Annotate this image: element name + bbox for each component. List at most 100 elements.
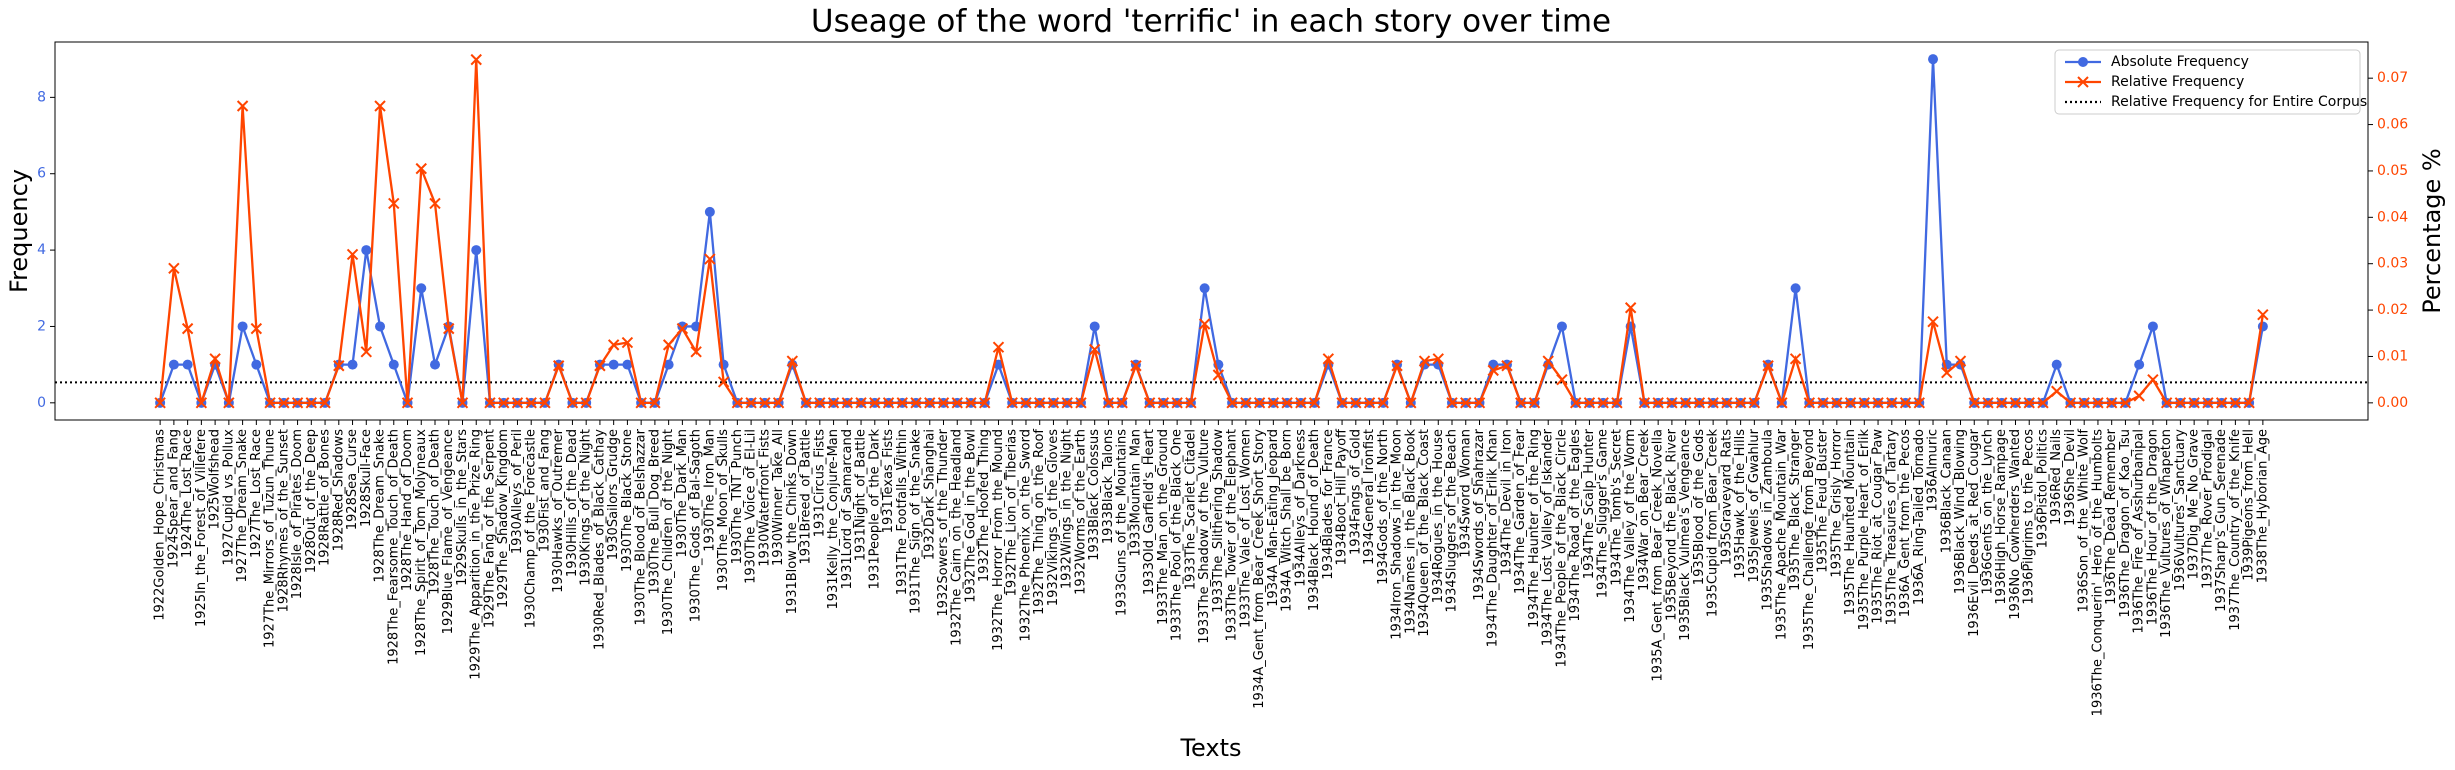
x-tick-label: 1930The_Iron_Man xyxy=(702,429,717,552)
y-tick-label: 0 xyxy=(37,395,46,411)
data-point xyxy=(333,360,345,372)
legend-label: Relative Frequency xyxy=(2111,74,2244,90)
x-tick-label: 1933The_Man_on_the_Ground xyxy=(1156,429,1171,625)
x-tick-label: 1928The_Dream_Snake xyxy=(373,429,388,582)
data-point xyxy=(1638,397,1651,409)
x-tick-label: 1934Fangs_of_Gold xyxy=(1348,429,1363,555)
x-tick-label: 1930Winner_Take_All xyxy=(771,429,786,566)
data-point xyxy=(236,100,249,112)
x-tick-label: 1936Gents_on_the_Lynch xyxy=(1980,429,1995,595)
x-tick-label: 1935Beyond_the_Black_River xyxy=(1664,428,1679,620)
x-tick-label: 1935Cupid_from_Bear_Creek xyxy=(1706,429,1721,618)
data-point xyxy=(1721,397,1733,409)
data-point xyxy=(1501,360,1513,372)
data-point xyxy=(375,321,386,332)
x-tick-label: 1932Wings_in_the_Night xyxy=(1060,429,1075,589)
x-tick-label: 1931The_Footfalls_Within xyxy=(895,429,910,595)
data-point xyxy=(1363,397,1376,409)
x-tick-label: 1925Wolfshead xyxy=(208,429,223,530)
data-point xyxy=(869,397,881,409)
x-tick-label: 1928Isle_of_Pirates_Doom xyxy=(290,429,305,599)
data-point xyxy=(237,321,248,332)
x-tick-label: 1930The_Black_Stone xyxy=(620,429,635,572)
chart-title: Useage of the word 'terrific' in each st… xyxy=(811,4,1611,40)
data-point xyxy=(2023,397,2035,409)
x-tick-label: 1935The_Riot_at_Cougar_Paw xyxy=(1871,429,1886,624)
data-point xyxy=(1157,397,1170,409)
x-tick-label: 1937Dig_Me_No_Grave xyxy=(2187,429,2202,579)
x-tick-label: 1931Breed_of_Battle xyxy=(799,429,814,565)
x-tick-label: 1928Rhymes_of_the_Sunset xyxy=(276,429,291,612)
data-point xyxy=(1089,321,1100,332)
x-tick-label: 1931Circus_Fists xyxy=(812,429,827,538)
x-tick-label: 1936A_Gent_from_the_Pecos xyxy=(1898,429,1913,617)
data-point xyxy=(1666,397,1678,409)
x-tick-label: 1934Blades_for_France xyxy=(1321,429,1336,580)
data-point xyxy=(1817,397,1829,409)
data-point xyxy=(1996,397,2008,409)
x-tick-label: 1934Black_Hound_of_Death xyxy=(1307,429,1322,611)
x-tick-label: 1935The_Haunted_Mountain xyxy=(1843,429,1858,615)
data-point xyxy=(1899,397,1912,409)
x-tick-label: 1930Sailors_Grudge xyxy=(606,429,621,560)
legend-label: Absolute Frequency xyxy=(2111,54,2249,70)
data-point xyxy=(2147,321,2158,332)
data-point xyxy=(1446,397,1458,409)
x-tick-label: 1934Sluggers_of_the_Beach xyxy=(1445,429,1460,612)
data-point xyxy=(168,262,180,275)
data-point xyxy=(2051,359,2062,370)
x-tick-label: 1930Red_Blades_of_Black_Cathay xyxy=(592,429,607,650)
data-point xyxy=(2202,397,2214,409)
y-tick-label: 6 xyxy=(37,166,46,182)
x-tick-label: 1928Out_of_the_Deep xyxy=(304,429,319,573)
data-point xyxy=(1913,397,1925,409)
data-point xyxy=(635,397,647,409)
data-point xyxy=(1088,343,1101,356)
x-tick-label: 1936Pistol_Politics xyxy=(2035,429,2050,549)
data-point xyxy=(731,397,744,409)
x-tick-label: 1933The_Vale_of_Lost_Women xyxy=(1238,429,1253,628)
x-tick-label: 1929Blue_Flame_of_Vengeance xyxy=(441,429,456,634)
data-point xyxy=(511,397,524,409)
data-point xyxy=(1831,397,1843,409)
data-point xyxy=(910,397,922,409)
data-point xyxy=(2147,373,2159,386)
x-tick-label: 1936The_Vultures_of_Whapeton xyxy=(2159,429,2174,638)
x-tick-label: 1924Spear_and_Fang xyxy=(166,429,181,568)
x-tick-label: 1936Vultures'_Sanctuary xyxy=(2173,429,2188,591)
x-tick-label: 1930Alleys_of_Peril xyxy=(510,429,525,554)
x-tick-label: 1930Hills_of_the_Dead xyxy=(565,429,580,577)
x-tick-label: 1934Sword_Woman xyxy=(1458,429,1473,558)
x-tick-label: 1934Swords_of_Shahrazar xyxy=(1472,428,1487,600)
x-tick-label: 1929The_Shadow_Kingdom xyxy=(496,429,511,608)
data-point xyxy=(539,397,551,409)
data-point xyxy=(2229,397,2242,409)
x-tick-label: 1936Black_Wind_Blowing xyxy=(1953,429,1968,594)
x-tick-label: 1937Sharp's_Gun_Serenade xyxy=(2214,429,2229,612)
y-tick-label: 4 xyxy=(37,242,46,258)
x-tick-label: 1934War_on_Bear_Creek xyxy=(1637,429,1652,591)
data-point xyxy=(388,197,400,210)
y2-axis-label: Percentage % xyxy=(2418,148,2446,313)
plot-frame xyxy=(54,41,2369,421)
data-point xyxy=(662,339,675,351)
data-point xyxy=(319,397,331,409)
data-point xyxy=(1968,397,1980,409)
data-point xyxy=(2174,397,2187,409)
x-tick-label: 1932Sowers_of_the_Thunder xyxy=(936,428,951,616)
data-point xyxy=(250,322,263,335)
data-point xyxy=(1308,397,1321,409)
data-point xyxy=(181,322,194,335)
x-tick-label: 1936Almuric xyxy=(1926,429,1941,512)
x-tick-label: 1934Gods_of_the_North xyxy=(1376,429,1391,585)
data-point xyxy=(1611,397,1623,409)
data-point xyxy=(470,53,482,66)
x-tick-label: 1935Graveyard_Rats xyxy=(1719,429,1734,565)
data-point xyxy=(745,397,757,409)
x-tick-label: 1922Golden_Hope_Christmas xyxy=(153,429,168,621)
data-point xyxy=(1597,397,1609,409)
x-tick-label: 1930Hawks_of_Outremer xyxy=(551,428,566,593)
x-tick-label: 1934The_Tomb's_Secret xyxy=(1609,429,1624,586)
x-tick-label: 1935The_Grisly_Horror xyxy=(1829,428,1844,577)
data-point xyxy=(1693,397,1706,409)
